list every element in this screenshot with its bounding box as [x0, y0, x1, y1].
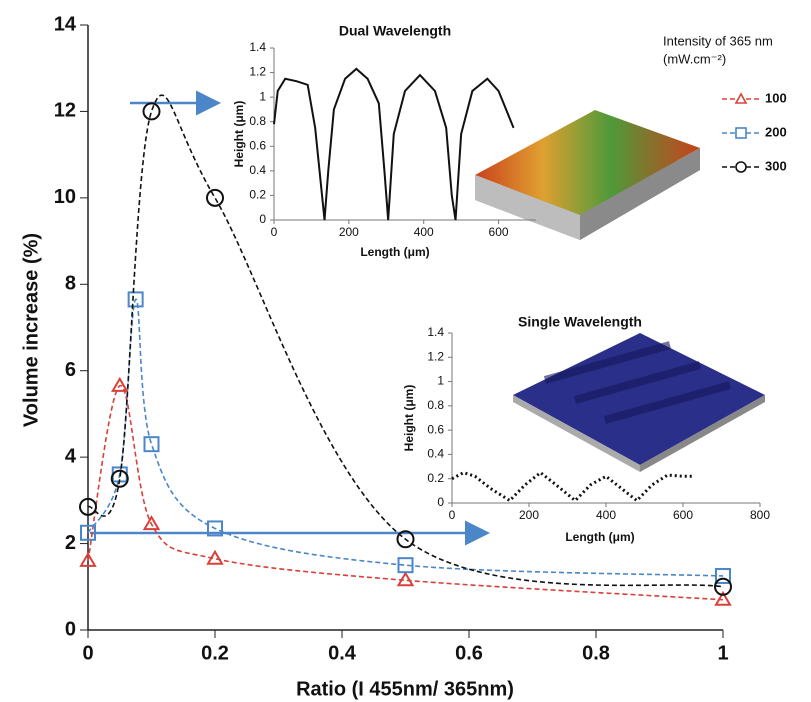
y-tick-label: 0.8	[249, 114, 266, 128]
x-tick-label: 200	[339, 225, 359, 239]
y-tick-label: 4	[65, 445, 77, 467]
x-tick-label: 400	[414, 225, 434, 239]
y-tick-label: 0	[259, 212, 266, 226]
inset-title: Dual Wavelength	[339, 23, 451, 39]
y-tick-label: 0.4	[427, 447, 444, 461]
x-tick-label: 200	[519, 508, 539, 522]
x-tick-label: 800	[750, 508, 770, 522]
legend-marker	[736, 94, 746, 103]
marker	[113, 379, 127, 391]
legend-label: 100	[765, 90, 787, 105]
y-tick-label: 2	[65, 532, 76, 554]
y-tick-label: 1.2	[427, 349, 444, 363]
x-tick-label: 600	[673, 508, 693, 522]
marker	[207, 190, 223, 206]
y-tick-label: 0	[65, 618, 76, 640]
legend-marker	[736, 128, 746, 138]
y-tick-label: 0.2	[249, 188, 266, 202]
x-tick-label: 0.6	[455, 642, 483, 664]
single-3d-image	[513, 333, 765, 472]
y-tick-label: 10	[54, 186, 76, 208]
y-tick-label: 12	[54, 100, 76, 122]
profile-line	[452, 473, 695, 501]
y-tick-label: 1.2	[249, 65, 266, 79]
x-axis-title: Ratio (I 455nm/ 365nm)	[296, 678, 514, 700]
y-tick-label: 1	[259, 89, 266, 103]
y-tick-label: 0	[437, 495, 444, 509]
legend-subtitle: (mW.cm⁻²)	[663, 51, 726, 66]
inset-x-title: Length (μm)	[565, 530, 634, 544]
y-tick-label: 14	[54, 13, 77, 35]
y-tick-label: 0.6	[427, 422, 444, 436]
x-tick-label: 600	[489, 225, 509, 239]
inset-y-title: Height (μm)	[402, 385, 416, 452]
x-tick-label: 0	[82, 642, 93, 664]
x-tick-label: 0	[449, 508, 456, 522]
marker	[145, 437, 159, 451]
y-tick-label: 1.4	[249, 40, 266, 54]
x-tick-label: 0.2	[201, 642, 229, 664]
x-tick-label: 0.4	[328, 642, 357, 664]
inset-title: Single Wavelength	[518, 314, 642, 330]
x-tick-label: 0	[271, 225, 278, 239]
legend-marker	[736, 162, 746, 172]
y-tick-label: 6	[65, 359, 76, 381]
y-tick-label: 0.4	[249, 163, 266, 177]
x-tick-label: 0.8	[582, 642, 610, 664]
y-axis-title: Volume increase (%)	[20, 233, 42, 427]
x-tick-label: 1	[717, 642, 728, 664]
y-tick-label: 0.8	[427, 398, 444, 412]
inset-y-title: Height (μm)	[232, 101, 246, 168]
inset-x-title: Length (μm)	[360, 245, 429, 259]
x-tick-label: 400	[596, 508, 616, 522]
y-tick-label: 0.6	[249, 138, 266, 152]
y-tick-label: 0.2	[427, 471, 444, 485]
y-tick-label: 1.4	[427, 325, 444, 339]
legend-label: 200	[765, 124, 787, 139]
marker	[144, 103, 160, 119]
chart: Volume increase (%) Ratio (I 455nm/ 365n…	[0, 0, 811, 702]
legend-label: 300	[765, 158, 787, 173]
y-tick-label: 8	[65, 273, 76, 295]
y-tick-label: 1	[437, 374, 444, 388]
legend-title: Intensity of 365 nm	[663, 33, 773, 48]
